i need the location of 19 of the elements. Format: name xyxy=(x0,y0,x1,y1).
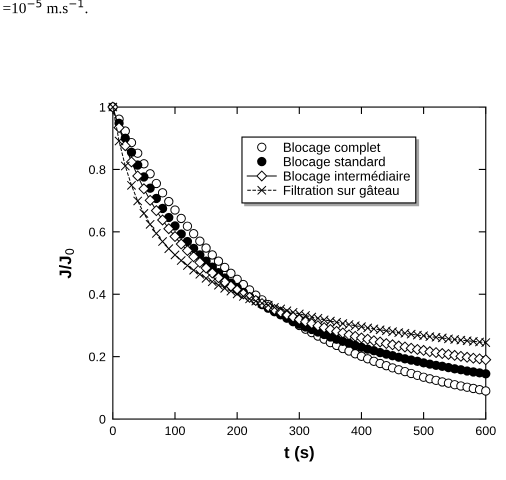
x-tick-label: 300 xyxy=(289,426,310,436)
y-tick-label: 0.2 xyxy=(89,352,106,362)
y-tick-label: 0.6 xyxy=(89,228,106,236)
y-tick-label: 1 xyxy=(100,102,106,112)
x-tick-label: 200 xyxy=(227,426,248,436)
x-axis-title: t (s) xyxy=(284,446,314,462)
x-tick-label: 0 xyxy=(110,426,116,436)
legend-label: Blocage intermédiaire xyxy=(284,170,410,184)
legend-label: Filtration sur gâteau xyxy=(284,185,399,198)
x-tick-label: 400 xyxy=(351,426,372,436)
y-axis-title: J/J$_{0}$ xyxy=(59,248,74,278)
x-tick-label: 100 xyxy=(166,426,185,436)
x-tick-label: 500 xyxy=(414,426,434,436)
y-tick-label: 0.8 xyxy=(89,165,106,174)
x-tick-label: 600 xyxy=(476,426,496,436)
y-tick-label: 0 xyxy=(99,414,106,424)
legend-label: Blocage complet xyxy=(284,142,380,155)
y-tick-label: 0.4 xyxy=(89,290,106,299)
legend-label: Blocage standard xyxy=(284,156,385,169)
